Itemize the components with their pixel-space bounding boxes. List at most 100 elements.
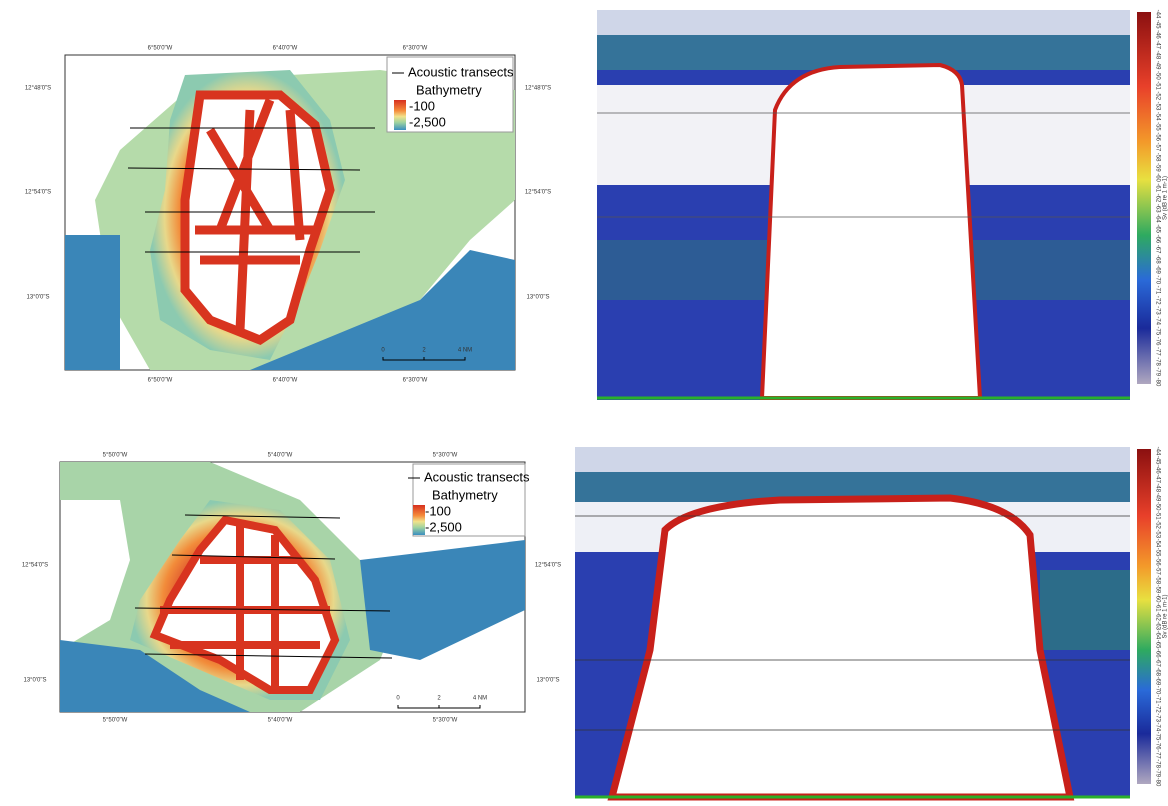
lon-label: 5°50'0"W bbox=[103, 453, 128, 459]
lon-label: 6°50'0"W bbox=[148, 46, 173, 52]
colorbar-tick: -67 bbox=[1154, 245, 1160, 254]
colorbar-tick: -62 bbox=[1154, 612, 1160, 621]
legend-label: -100 bbox=[409, 98, 435, 113]
colorbar-tick: -80 bbox=[1154, 378, 1160, 387]
colorbar-tick: -54 bbox=[1154, 539, 1160, 548]
colorbar-tick: -61 bbox=[1154, 183, 1160, 192]
lat-label: 12°54'0"S bbox=[535, 563, 561, 569]
surface-noise bbox=[597, 10, 1130, 35]
colorbar-tick: -64 bbox=[1154, 214, 1160, 223]
colorbar-tick: -57 bbox=[1154, 566, 1160, 575]
colorbar-tick: -52 bbox=[1154, 520, 1160, 529]
colorbar-tick: -70 bbox=[1154, 686, 1160, 695]
colorbar-tick: -51 bbox=[1154, 81, 1160, 90]
lon-label: 6°40'0"W bbox=[273, 46, 298, 52]
colorbar-tick: -71 bbox=[1154, 286, 1160, 295]
lon-label: 6°30'0"W bbox=[403, 378, 428, 384]
colorbar-tick: -71 bbox=[1154, 695, 1160, 704]
lat-label: 12°54'0"S bbox=[25, 190, 51, 196]
colorbar-tick: -45 bbox=[1154, 20, 1160, 29]
colorbar-tick: -56 bbox=[1154, 132, 1160, 141]
colorbar-tick: -55 bbox=[1154, 122, 1160, 131]
legend-ramp bbox=[413, 505, 425, 535]
colorbar-tick: -72 bbox=[1154, 704, 1160, 713]
colorbar-tick: -68 bbox=[1154, 255, 1160, 264]
colorbar-label: Sv (dB re 1 m-1) bbox=[1163, 176, 1168, 220]
lon-label: 6°50'0"W bbox=[148, 378, 173, 384]
colorbar-tick: -45 bbox=[1154, 456, 1160, 465]
colorbar-tick: -79 bbox=[1154, 768, 1160, 777]
colorbar-tick: -75 bbox=[1154, 732, 1160, 741]
colorbar-tick: -62 bbox=[1154, 194, 1160, 203]
colorbar-tick: -63 bbox=[1154, 204, 1160, 213]
colorbar-tick: -70 bbox=[1154, 275, 1160, 284]
lat-label: 12°48'0"S bbox=[25, 86, 51, 92]
colorbar-tick: -57 bbox=[1154, 143, 1160, 152]
scale-label: 4 NM bbox=[473, 696, 487, 702]
surface-noise bbox=[575, 447, 1130, 472]
colorbar-tick: -74 bbox=[1154, 316, 1160, 325]
lat-label: 13°0'0"S bbox=[26, 295, 49, 301]
colorbar-tick: -76 bbox=[1154, 337, 1160, 346]
lon-label: 6°40'0"W bbox=[273, 378, 298, 384]
lat-label: 12°54'0"S bbox=[22, 563, 48, 569]
colorbar-tick: -44 bbox=[1154, 447, 1160, 456]
lon-label: 6°30'0"W bbox=[403, 46, 428, 52]
colorbar-tick: -58 bbox=[1154, 575, 1160, 584]
colorbar-tick: -50 bbox=[1154, 71, 1160, 80]
lon-label: 5°30'0"W bbox=[433, 718, 458, 724]
lon-label: 5°40'0"W bbox=[268, 453, 293, 459]
colorbar-tick: -68 bbox=[1154, 667, 1160, 676]
colorbar-tick: -47 bbox=[1154, 474, 1160, 483]
lon-label: 5°30'0"W bbox=[433, 453, 458, 459]
colorbar-tick: -80 bbox=[1154, 778, 1160, 787]
scattering-layer bbox=[1040, 570, 1130, 650]
legend-label: -2,500 bbox=[409, 114, 446, 129]
colorbar bbox=[1137, 449, 1151, 784]
colorbar-tick: -65 bbox=[1154, 640, 1160, 649]
lat-label: 13°0'0"S bbox=[23, 678, 46, 684]
colorbar-tick: -46 bbox=[1154, 30, 1160, 39]
colorbar-tick: -65 bbox=[1154, 224, 1160, 233]
lat-label: 12°54'0"S bbox=[525, 190, 551, 196]
colorbar-tick: -61 bbox=[1154, 603, 1160, 612]
legend-title: Bathymetry bbox=[432, 487, 498, 502]
legend-label: Acoustic transects bbox=[408, 64, 514, 79]
colorbar-tick: -49 bbox=[1154, 61, 1160, 70]
colorbar-tick: -53 bbox=[1154, 529, 1160, 538]
lon-label: 5°50'0"W bbox=[103, 718, 128, 724]
colorbar-tick: -46 bbox=[1154, 465, 1160, 474]
colorbar-tick: -60 bbox=[1154, 173, 1160, 182]
colorbar-tick: -73 bbox=[1154, 306, 1160, 315]
colorbar-tick: -48 bbox=[1154, 51, 1160, 60]
colorbar-tick: -66 bbox=[1154, 649, 1160, 658]
colorbar-tick: -48 bbox=[1154, 483, 1160, 492]
seabed bbox=[612, 498, 1070, 797]
colorbar-tick: -59 bbox=[1154, 585, 1160, 594]
lat-label: 12°48'0"S bbox=[525, 86, 551, 92]
colorbar-tick: -64 bbox=[1154, 631, 1160, 640]
colorbar bbox=[1137, 12, 1151, 384]
seabed bbox=[762, 65, 980, 398]
colorbar-tick: -44 bbox=[1154, 10, 1160, 19]
colorbar-tick: -77 bbox=[1154, 750, 1160, 759]
figure: 6°50'0"W 6°50'0"W 6°40'0"W 6°40'0"W 6°30'0"W… bbox=[0, 0, 1168, 801]
legend-label: Acoustic transects bbox=[424, 469, 530, 484]
legend-label: -100 bbox=[425, 503, 451, 518]
colorbar-tick: -55 bbox=[1154, 548, 1160, 557]
colorbar-tick: -50 bbox=[1154, 502, 1160, 511]
colorbar-tick: -53 bbox=[1154, 102, 1160, 111]
map-1 bbox=[65, 55, 515, 370]
colorbar-tick: -58 bbox=[1154, 153, 1160, 162]
colorbar-tick: -56 bbox=[1154, 557, 1160, 566]
colorbar-tick: -51 bbox=[1154, 511, 1160, 520]
lat-label: 13°0'0"S bbox=[536, 678, 559, 684]
page: {"maps":[ {"lon_labels":["6°50'0\"W","6°… bbox=[0, 0, 1168, 806]
colorbar-tick: -60 bbox=[1154, 594, 1160, 603]
colorbar-tick: -77 bbox=[1154, 347, 1160, 356]
legend-ramp bbox=[394, 100, 406, 130]
lat-label: 13°0'0"S bbox=[526, 295, 549, 301]
colorbar-tick: -52 bbox=[1154, 91, 1160, 100]
colorbar-tick: -59 bbox=[1154, 163, 1160, 172]
colorbar-tick: -67 bbox=[1154, 658, 1160, 667]
